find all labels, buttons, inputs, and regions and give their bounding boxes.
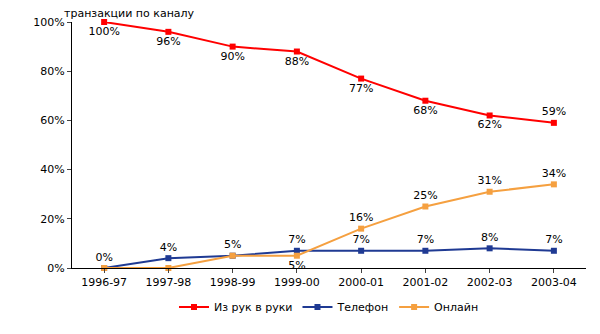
svg-text:1998-99: 1998-99 bbox=[210, 276, 256, 289]
svg-text:Онлайн: Онлайн bbox=[434, 301, 478, 314]
svg-text:2003-04: 2003-04 bbox=[531, 276, 577, 289]
svg-text:Телефон: Телефон bbox=[336, 301, 388, 314]
svg-text:1999-00: 1999-00 bbox=[274, 276, 320, 289]
svg-text:77%: 77% bbox=[349, 82, 373, 95]
svg-text:1996-97: 1996-97 bbox=[81, 276, 127, 289]
svg-text:2002-03: 2002-03 bbox=[467, 276, 513, 289]
svg-text:31%: 31% bbox=[477, 174, 501, 187]
svg-text:96%: 96% bbox=[156, 35, 180, 48]
svg-text:2000-01: 2000-01 bbox=[338, 276, 384, 289]
svg-text:5%: 5% bbox=[288, 259, 305, 272]
svg-text:59%: 59% bbox=[542, 105, 566, 118]
svg-text:7%: 7% bbox=[288, 233, 305, 246]
svg-text:2001-02: 2001-02 bbox=[402, 276, 448, 289]
svg-text:5%: 5% bbox=[224, 238, 241, 251]
svg-text:34%: 34% bbox=[542, 167, 566, 180]
svg-text:8%: 8% bbox=[481, 231, 498, 244]
svg-text:80%: 80% bbox=[40, 65, 64, 78]
svg-text:40%: 40% bbox=[40, 163, 64, 176]
svg-text:7%: 7% bbox=[545, 233, 562, 246]
svg-text:1997-98: 1997-98 bbox=[145, 276, 191, 289]
svg-text:транзакции по каналу: транзакции по каналу bbox=[64, 7, 195, 20]
svg-text:Из рук в руки: Из рук в руки bbox=[214, 301, 292, 314]
svg-text:7%: 7% bbox=[352, 233, 369, 246]
svg-text:62%: 62% bbox=[477, 118, 501, 131]
svg-text:16%: 16% bbox=[349, 211, 373, 224]
svg-text:25%: 25% bbox=[413, 189, 437, 202]
svg-text:90%: 90% bbox=[220, 50, 244, 63]
svg-text:0%: 0% bbox=[47, 262, 64, 275]
svg-text:60%: 60% bbox=[40, 114, 64, 127]
svg-text:100%: 100% bbox=[88, 25, 119, 38]
svg-text:100%: 100% bbox=[33, 16, 64, 29]
svg-text:88%: 88% bbox=[285, 55, 309, 68]
svg-text:0%: 0% bbox=[95, 251, 112, 264]
svg-text:68%: 68% bbox=[413, 104, 437, 117]
svg-text:4%: 4% bbox=[160, 241, 177, 254]
svg-text:7%: 7% bbox=[417, 233, 434, 246]
svg-text:20%: 20% bbox=[40, 213, 64, 226]
